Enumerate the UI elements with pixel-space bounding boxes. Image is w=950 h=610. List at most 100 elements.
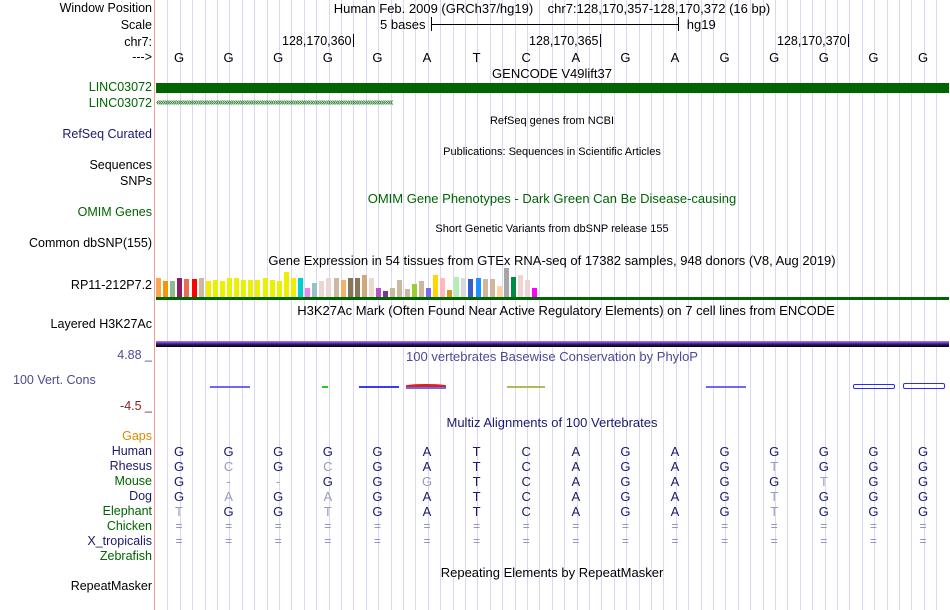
h3k27ac-signal[interactable] — [156, 341, 949, 347]
alignment-base: = — [572, 519, 580, 533]
gtex-tissue-bar[interactable] — [305, 288, 311, 297]
gtex-tissue-bar[interactable] — [454, 277, 460, 297]
gtex-tissue-bar[interactable] — [340, 280, 346, 297]
gtex-tissue-bar[interactable] — [333, 278, 339, 297]
gtex-tissue-bar[interactable] — [390, 288, 396, 297]
label-refseq[interactable]: RefSeq Curated — [62, 127, 152, 141]
gtex-bar-chart[interactable] — [156, 266, 556, 297]
gtex-tissue-bar[interactable] — [383, 291, 389, 297]
gtex-tissue-bar[interactable] — [525, 280, 531, 297]
gtex-tissue-bar[interactable] — [184, 279, 190, 297]
gtex-tissue-bar[interactable] — [248, 280, 254, 297]
gtex-tissue-bar[interactable] — [234, 278, 240, 297]
species-label[interactable]: Mouse — [114, 474, 152, 488]
gtex-tissue-bar[interactable] — [503, 268, 509, 297]
gtex-tissue-bar[interactable] — [262, 278, 268, 297]
gtex-tissue-bar[interactable] — [326, 278, 332, 297]
label-sequences[interactable]: Sequences — [89, 158, 152, 172]
gtex-tissue-bar[interactable] — [205, 281, 211, 297]
gtex-tissue-bar[interactable] — [354, 278, 360, 297]
gtex-tissue-bar[interactable] — [369, 278, 374, 297]
species-label[interactable]: Rhesus — [109, 459, 152, 473]
gtex-tissue-bar[interactable] — [447, 290, 453, 297]
label-phylop[interactable]: 100 Vert. Cons — [13, 373, 96, 387]
gtex-tissue-bar[interactable] — [276, 281, 282, 297]
gtex-tissue-bar[interactable] — [269, 280, 275, 297]
grid-line — [737, 0, 739, 610]
label-gencode-2[interactable]: LINC03072 — [88, 96, 152, 110]
gtex-tissue-bar[interactable] — [177, 278, 183, 297]
gtex-tissue-bar[interactable] — [482, 279, 488, 297]
grid-line — [254, 0, 256, 610]
label-snps[interactable]: SNPs — [120, 174, 152, 188]
species-label[interactable]: Dog — [129, 489, 152, 503]
label-h3k27ac[interactable]: Layered H3K27Ac — [50, 317, 152, 331]
gtex-tissue-bar[interactable] — [404, 289, 410, 297]
species-label[interactable]: Elephant — [102, 504, 152, 518]
gtex-tissue-bar[interactable] — [511, 277, 516, 297]
gtex-tissue-bar[interactable] — [418, 281, 424, 297]
gtex-tissue-bar[interactable] — [347, 278, 353, 297]
gtex-tissue-bar[interactable] — [461, 278, 467, 297]
alignment-base: = — [225, 534, 233, 548]
gtex-tissue-bar[interactable] — [425, 288, 431, 297]
gtex-tissue-bar[interactable] — [532, 288, 538, 297]
label-divider[interactable] — [154, 0, 155, 610]
label-gencode-1[interactable]: LINC03072 — [88, 80, 152, 94]
alignment-base: G — [372, 459, 383, 474]
gtex-tissue-bar[interactable] — [518, 275, 524, 297]
gtex-tissue-bar[interactable] — [475, 278, 481, 297]
alignment-base: G — [818, 459, 829, 474]
gtex-tissue-bar[interactable] — [312, 283, 318, 297]
gtex-tissue-bar[interactable] — [255, 280, 261, 297]
label-strand[interactable]: ---> — [132, 50, 152, 64]
alignment-base: G — [173, 474, 185, 489]
alignment-base: T — [472, 459, 481, 474]
alignment-base: C — [521, 444, 531, 459]
species-label[interactable]: X_tropicalis — [87, 534, 152, 548]
alignment-base: T — [770, 489, 779, 504]
gtex-tissue-bar[interactable] — [361, 275, 367, 297]
gtex-tissue-bar[interactable] — [198, 278, 204, 297]
alignment-base: G — [719, 474, 730, 489]
gtex-tissue-bar[interactable] — [290, 278, 296, 297]
label-dbsnp[interactable]: Common dbSNP(155) — [29, 236, 152, 250]
label-gaps[interactable]: Gaps — [122, 429, 152, 443]
species-label[interactable]: Human — [111, 444, 152, 458]
alignment-base: C — [521, 474, 531, 489]
gtex-tissue-bar[interactable] — [298, 278, 303, 297]
gtex-tissue-bar[interactable] — [219, 281, 225, 297]
phylop-segment — [322, 386, 328, 388]
gtex-tissue-bar[interactable] — [283, 272, 289, 297]
species-label[interactable]: Zebrafish — [99, 549, 152, 563]
gencode-transcript-exon[interactable] — [156, 83, 949, 93]
scale-bar: 5 bases hg19 — [380, 17, 716, 32]
phylop-signal[interactable] — [156, 378, 949, 394]
grid-line — [229, 0, 231, 610]
alignment-base: = — [423, 534, 431, 548]
label-omim[interactable]: OMIM Genes — [77, 205, 152, 219]
label-rmsk[interactable]: RepeatMasker — [70, 579, 152, 593]
gtex-tissue-bar[interactable] — [376, 288, 382, 297]
gtex-tissue-bar[interactable] — [191, 279, 197, 297]
alignment-base: G — [769, 474, 780, 489]
label-gtex-gene[interactable]: RP11-212P7.2 — [70, 278, 152, 292]
gencode-transcript-intron[interactable]: ‹‹‹‹‹‹‹‹‹‹‹‹‹‹‹‹‹‹‹‹‹‹‹‹‹‹‹‹‹‹‹‹‹‹‹‹‹‹‹‹… — [156, 97, 394, 108]
alignment-base: G — [868, 474, 879, 489]
gtex-tissue-bar[interactable] — [227, 278, 232, 297]
gtex-tissue-bar[interactable] — [432, 275, 438, 297]
gtex-tissue-bar[interactable] — [489, 279, 495, 297]
species-label[interactable]: Chicken — [106, 519, 152, 533]
gtex-tissue-bar[interactable] — [468, 279, 474, 297]
gtex-tissue-bar[interactable] — [496, 286, 502, 297]
gtex-tissue-bar[interactable] — [397, 280, 403, 297]
gtex-tissue-bar[interactable] — [241, 280, 247, 297]
gtex-tissue-bar[interactable] — [212, 280, 218, 297]
gtex-tissue-bar[interactable] — [163, 281, 169, 297]
gtex-tissue-bar[interactable] — [440, 278, 445, 297]
gtex-tissue-bar[interactable] — [156, 278, 161, 297]
gtex-tissue-bar[interactable] — [319, 281, 325, 297]
gtex-tissue-bar[interactable] — [170, 281, 176, 297]
gtex-tissue-bar[interactable] — [411, 284, 417, 297]
omim-title: OMIM Gene Phenotypes - Dark Green Can Be… — [367, 191, 737, 206]
